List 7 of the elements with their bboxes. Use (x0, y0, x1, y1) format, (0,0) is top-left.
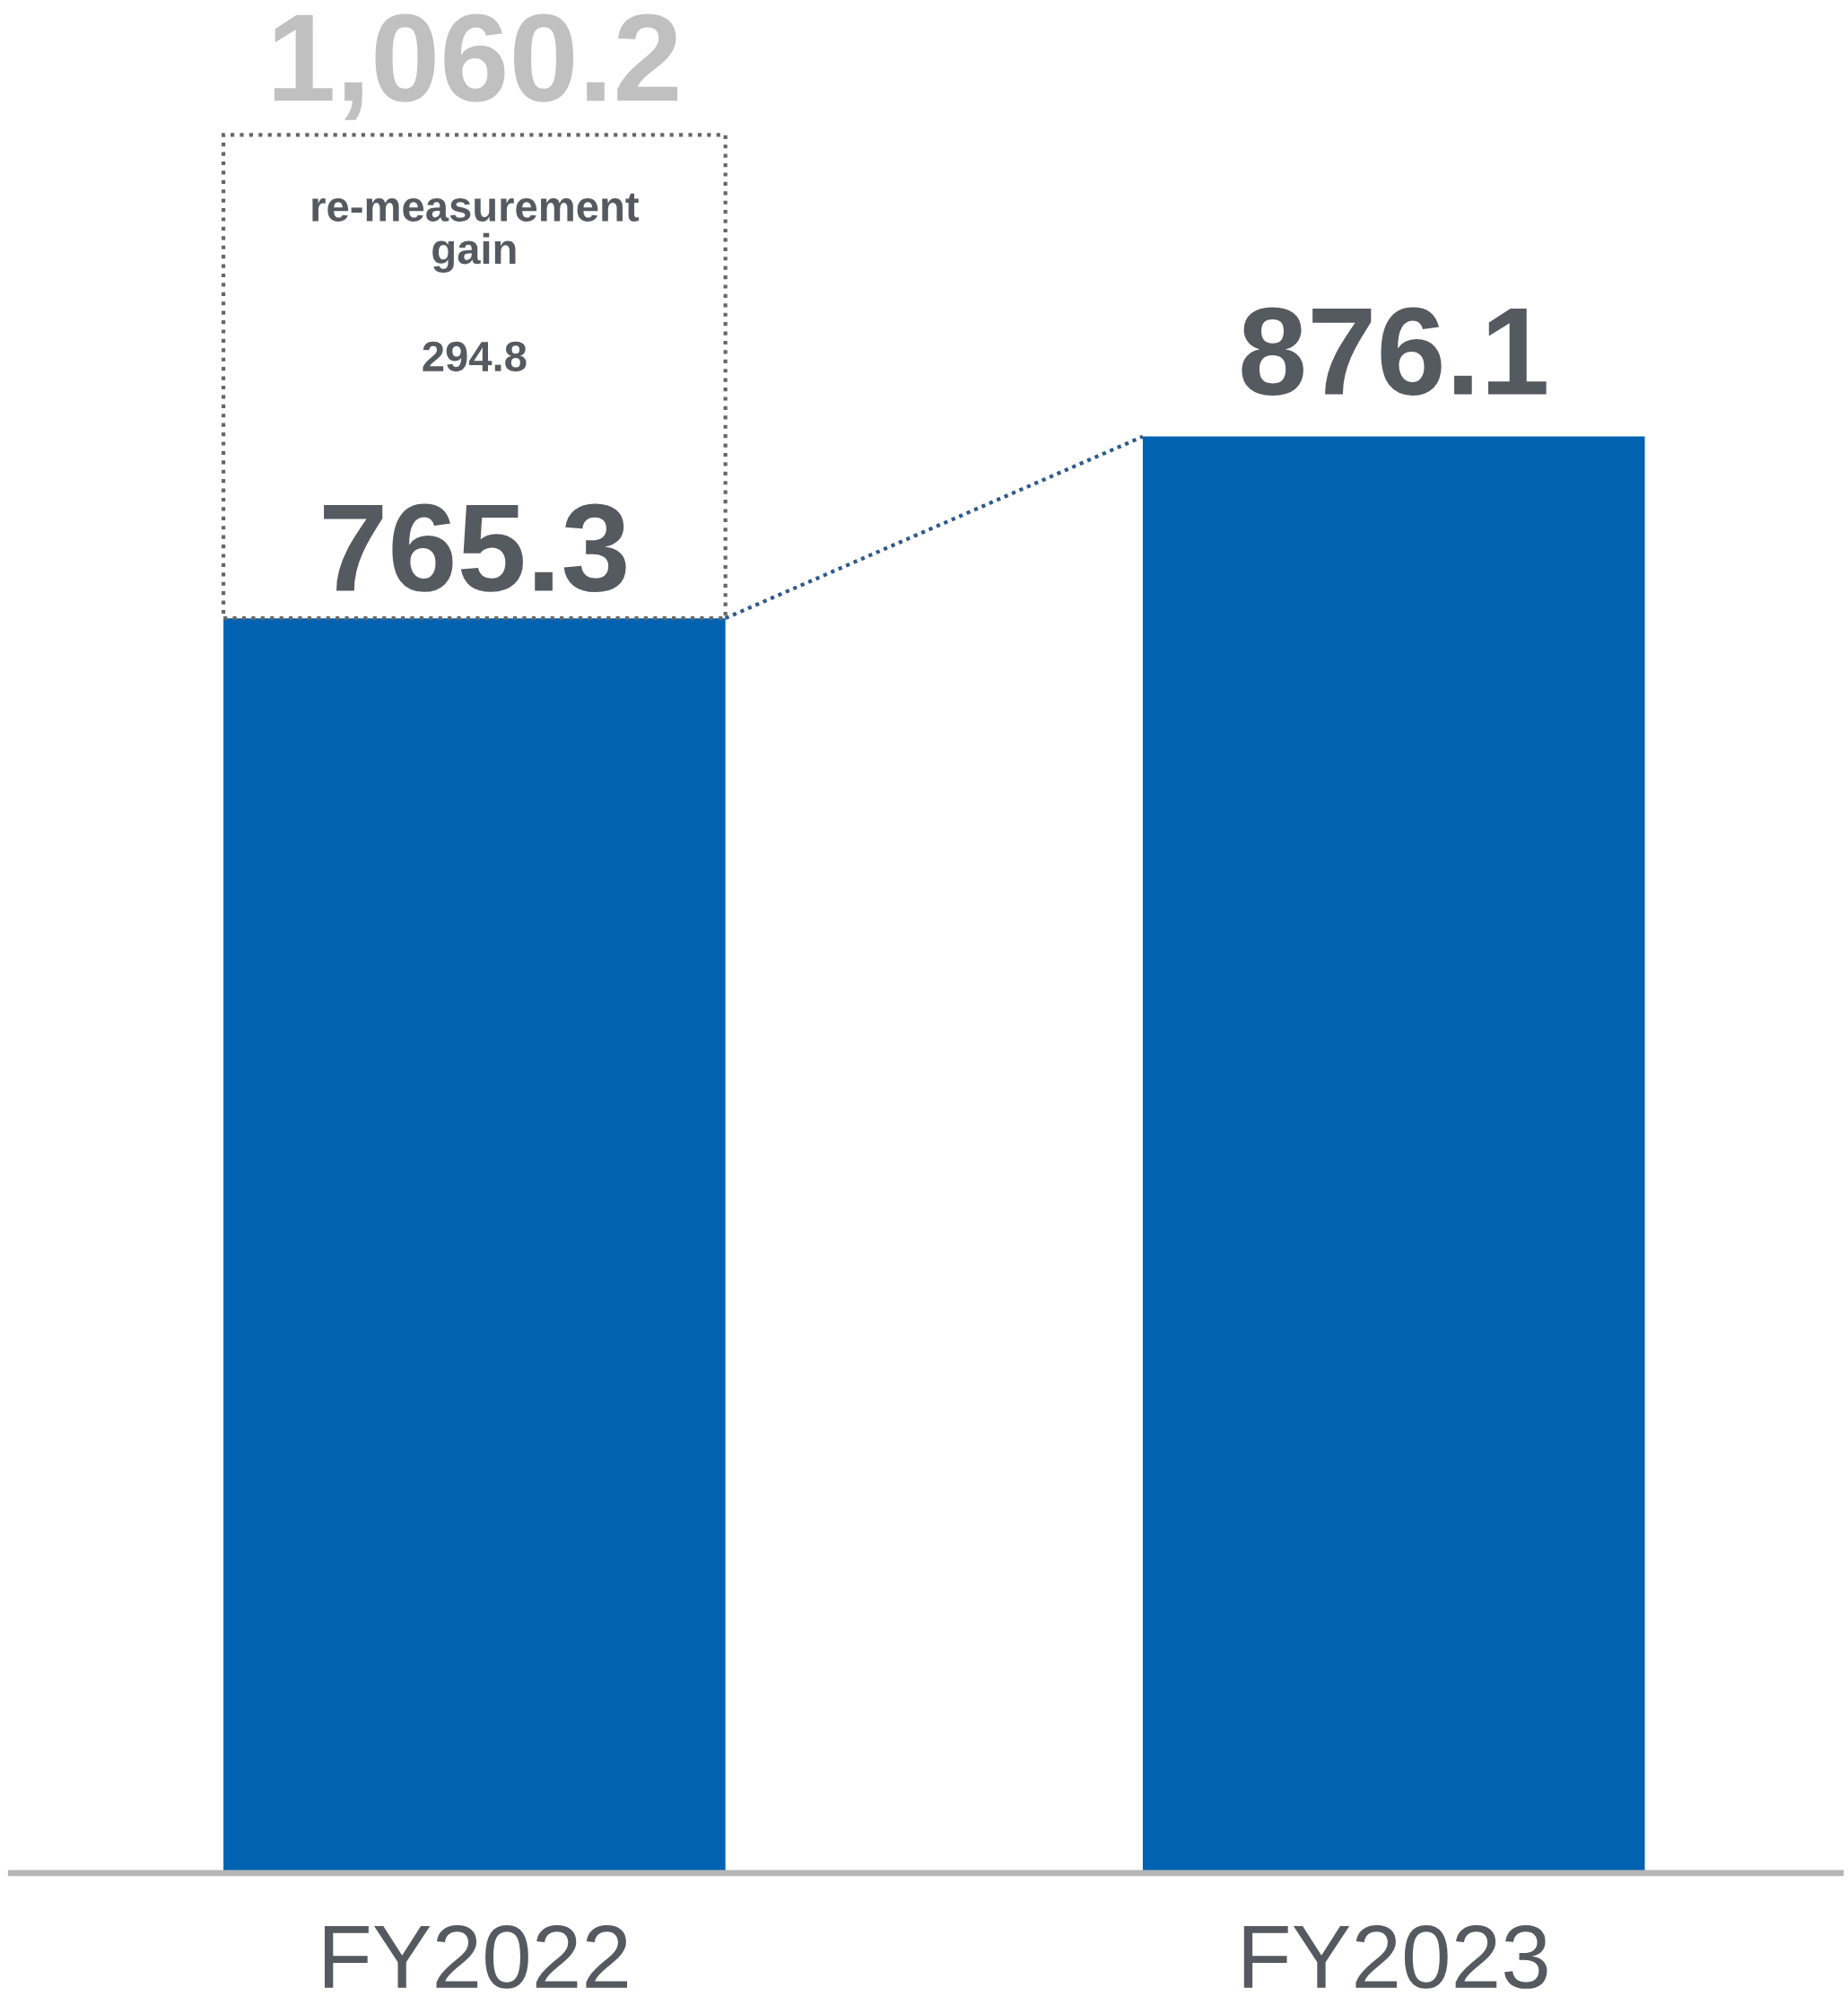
data-label: 876.1 (1242, 307, 1547, 396)
annotation: re-measurement gain (312, 193, 640, 273)
x-tick-label: FY2023 (1243, 1925, 1547, 1989)
data-label: 765.3 (324, 503, 626, 593)
x-tick-label: FY2022 (324, 1925, 627, 1989)
total-label: 1,060.2 (274, 13, 678, 120)
data-label: 294.8 (423, 341, 527, 372)
